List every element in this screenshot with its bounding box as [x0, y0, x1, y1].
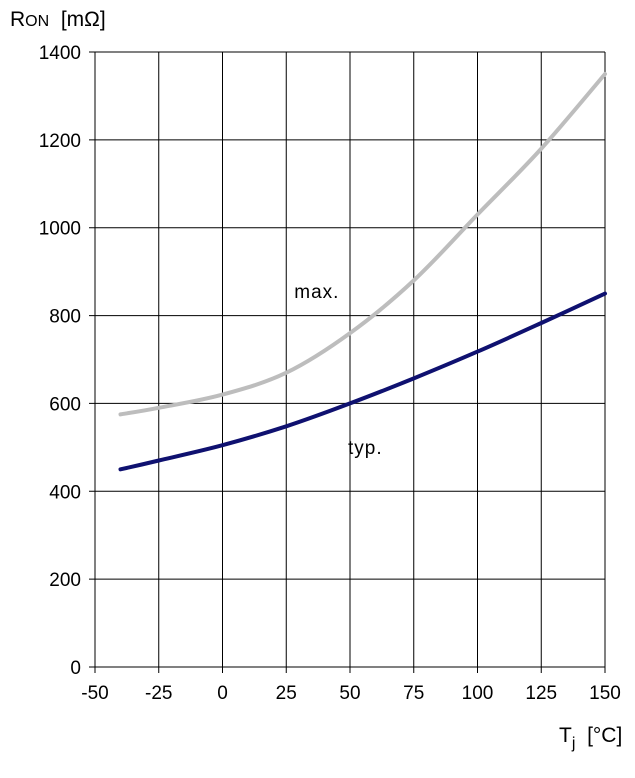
y-tick-label: 600: [49, 394, 81, 415]
y-tick-label: 0: [70, 658, 81, 679]
grid: [89, 51, 606, 673]
x-tick-label: 25: [276, 683, 297, 704]
x-tick-label: 0: [217, 683, 228, 704]
x-axis-label: Tj [°C]: [559, 724, 623, 752]
y-tick-label: 800: [49, 307, 81, 328]
y-axis-label: RON [mΩ]: [10, 8, 106, 32]
series-layer: [118, 72, 607, 472]
x-tick-label: 75: [403, 683, 424, 704]
y-tick-label: 1200: [39, 131, 81, 152]
y-tick-label: 200: [49, 570, 81, 591]
x-axis-label-sub: j: [571, 735, 576, 752]
x-tick-label: 125: [525, 683, 557, 704]
x-tick-label: 50: [339, 683, 360, 704]
x-axis-label-unit: [°C]: [587, 724, 623, 747]
y-axis-label-main: R: [10, 8, 26, 31]
y-tick-label: 400: [49, 482, 81, 503]
y-tick-label: 1400: [39, 43, 81, 64]
x-tick-label: -25: [145, 683, 172, 704]
x-tick-label: 150: [589, 683, 621, 704]
series-line-max: [118, 72, 607, 417]
series-line-typ: [118, 291, 607, 472]
x-tick-label: -50: [81, 683, 108, 704]
x-tick-label: 100: [462, 683, 494, 704]
tick-labels: -50 -25 0 25 50 75 100 125 150 0 200 400 600 800 1000 1…: [39, 43, 621, 704]
y-axis-label-unit: [mΩ]: [60, 8, 106, 31]
annotation-typ: typ.: [348, 438, 383, 459]
annotation-max: max.: [294, 282, 339, 303]
y-axis-label-sub: ON: [25, 13, 50, 30]
y-tick-label: 1000: [39, 219, 81, 240]
x-axis-label-main: T: [559, 724, 572, 747]
annotations: max. typ.: [294, 282, 383, 459]
